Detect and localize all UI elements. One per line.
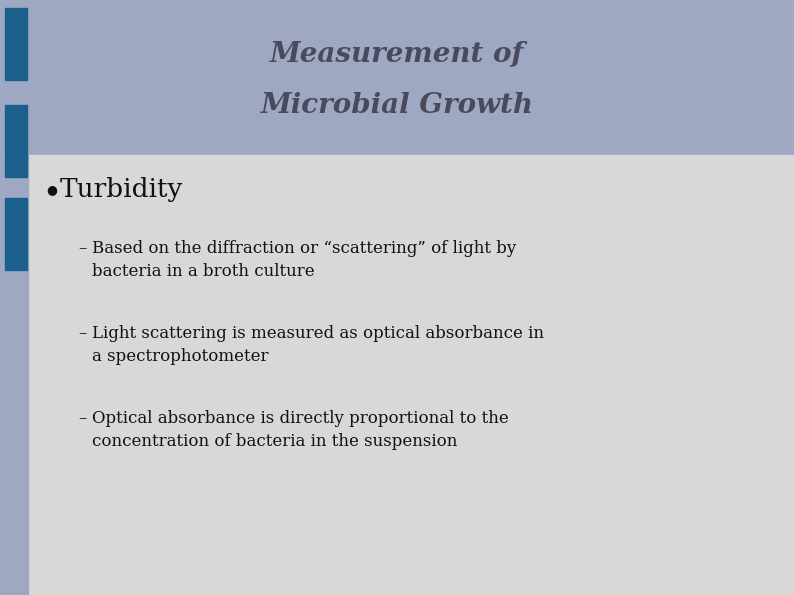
Bar <box>0 0 794 155</box>
Bar <box>5 8 27 80</box>
Bar <box>0 155 794 595</box>
Text: –: – <box>78 325 87 342</box>
Text: –: – <box>78 410 87 427</box>
Text: Turbidity: Turbidity <box>60 177 183 202</box>
Text: Measurement of: Measurement of <box>270 40 524 68</box>
Bar <box>0 155 28 595</box>
Text: Optical absorbance is directly proportional to the
concentration of bacteria in : Optical absorbance is directly proportio… <box>92 410 509 450</box>
Text: –: – <box>78 240 87 257</box>
Text: Microbial Growth: Microbial Growth <box>260 92 534 119</box>
Text: Light scattering is measured as optical absorbance in
a spectrophotometer: Light scattering is measured as optical … <box>92 325 544 365</box>
Text: ●: ● <box>46 183 57 196</box>
Bar <box>5 198 27 270</box>
Text: Based on the diffraction or “scattering” of light by
bacteria in a broth culture: Based on the diffraction or “scattering”… <box>92 240 516 280</box>
Bar <box>5 105 27 177</box>
